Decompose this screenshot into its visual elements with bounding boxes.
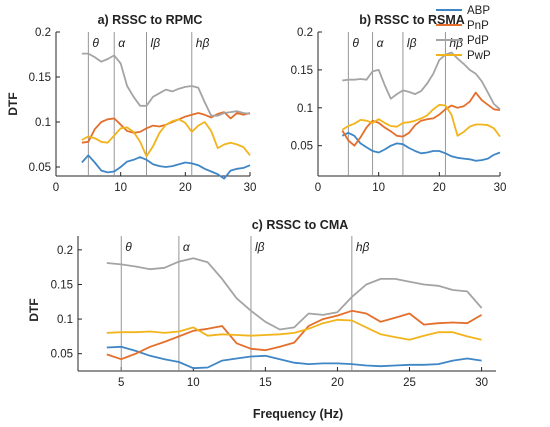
band-label: hβ [449,36,463,50]
band-label: θ [352,36,359,50]
legend-label-pdp: PdP [467,35,489,47]
series-line-pdp [81,52,251,117]
series-line-pnp [106,309,483,361]
x-tick-label: 15 [259,377,272,389]
panel-a-title: a) RSSC to RPMC [98,13,203,27]
x-tick-label: 25 [403,377,416,389]
band-label: θ [125,240,132,254]
x-tick-label: 30 [475,377,488,389]
x-tick-label: 10 [114,182,127,194]
y-tick-label: 0.05 [51,349,73,361]
legend-label-pwp: PwP [467,50,491,62]
panel-a-rssc-to-rpmc: a) RSSC to RPMC DTF 0.05 0.1 0.15 0.2 0 10 20 3… [6,13,256,194]
panel-b-rssc-to-rsma: b) RSSC to RSMA 0.05 0.1 0.15 0.2 0 10 20 30 θ α l… [291,13,507,194]
panel-c-title: c) RSSC to CMA [252,218,349,232]
band-label: α [118,36,126,50]
y-tick-label: 0.15 [51,279,73,291]
y-tick-label: 0.1 [297,103,313,115]
series-line-abp [106,345,482,370]
y-tick-label: 0.2 [57,245,73,257]
x-tick-label: 20 [179,182,192,194]
panel-c-xlabel: Frequency (Hz) [253,407,343,421]
series-line-abp [341,131,501,162]
y-tick-label: 0.05 [29,162,51,174]
x-tick-label: 5 [118,377,124,389]
band-label: lβ [255,240,265,254]
band-label: hβ [196,36,210,50]
band-label: α [183,240,191,254]
panel-c-ylabel: DTF [27,298,41,321]
panel-b-title: b) RSSC to RSMA [359,13,465,27]
legend-label-pnp: PnP [467,20,489,32]
x-tick-label: 20 [433,182,446,194]
y-tick-label: 0.05 [291,141,313,153]
x-tick-label: 10 [372,182,385,194]
x-tick-label: 30 [494,182,507,194]
series-line-pnp [81,111,251,144]
x-tick-label: 0 [315,182,321,194]
x-tick-label: 30 [244,182,257,194]
y-tick-label: 0.15 [291,65,313,77]
y-tick-label: 0.1 [35,117,51,129]
band-label: θ [92,36,99,50]
series-line-pwp [341,103,501,138]
y-tick-label: 0.15 [29,72,51,84]
y-tick-label: 0.1 [57,314,73,326]
x-tick-label: 10 [187,377,200,389]
band-label: lβ [407,36,417,50]
series-line-pwp [106,318,482,341]
panel-c-rssc-to-cma: c) RSSC to CMA DTF Frequency (Hz) 0.05 0.… [27,218,496,421]
legend-label-abp: ABP [467,5,490,17]
band-label: hβ [356,240,370,254]
legend: ABP PnP PdP PwP [436,5,491,62]
band-label: lβ [151,36,161,50]
series-line-pdp [342,51,501,110]
band-label: α [377,36,385,50]
series-line-pdp [106,257,483,331]
series-line-pnp [341,91,501,147]
y-tick-label: 0.2 [35,27,51,39]
panel-a-ylabel: DTF [6,92,20,115]
y-tick-label: 0.2 [297,27,313,39]
series-line-abp [81,154,251,180]
x-tick-label: 0 [53,182,59,194]
x-tick-label: 20 [331,377,344,389]
series-line-pwp [81,118,251,158]
